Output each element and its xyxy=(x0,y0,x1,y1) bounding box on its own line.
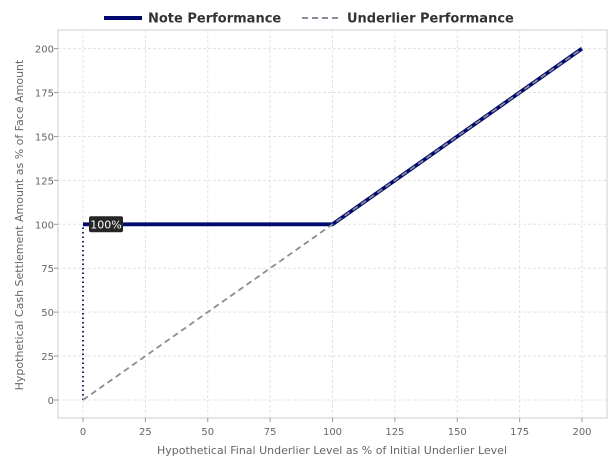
annotation-box xyxy=(89,216,123,233)
x-tick-label: 200 xyxy=(572,427,591,438)
y-tick-label: 100 xyxy=(35,220,54,231)
y-tick-label: 125 xyxy=(35,176,54,187)
x-axis-title: Hypothetical Final Underlier Level as % … xyxy=(157,444,507,457)
x-axis-ticks: 0 25 50 75 100 125 150 175 200 xyxy=(80,418,592,438)
x-tick-label: 150 xyxy=(448,427,467,438)
y-axis-ticks: 0 25 50 75 100 125 150 175 200 xyxy=(35,45,58,407)
grid-lines xyxy=(58,30,607,418)
y-tick-label: 75 xyxy=(41,264,54,275)
y-tick-label: 200 xyxy=(35,45,54,56)
x-tick-label: 175 xyxy=(510,427,529,438)
x-tick-label: 75 xyxy=(264,427,277,438)
x-tick-label: 100 xyxy=(323,427,342,438)
legend-label-underlier-performance: Underlier Performance xyxy=(347,12,514,27)
legend: Note Performance Underlier Performance xyxy=(104,12,514,27)
annotation-label: 100% xyxy=(90,218,121,231)
annotation-layer: 100% xyxy=(89,216,123,233)
y-tick-label: 50 xyxy=(41,308,54,319)
legend-label-note-performance: Note Performance xyxy=(148,12,281,27)
y-tick-label: 25 xyxy=(41,352,54,363)
y-tick-label: 150 xyxy=(35,132,54,143)
y-tick-label: 175 xyxy=(35,89,54,100)
x-tick-label: 125 xyxy=(385,427,404,438)
x-tick-label: 50 xyxy=(201,427,214,438)
y-axis-title: Hypothetical Cash Settlement Amount as %… xyxy=(13,59,26,390)
x-tick-label: 0 xyxy=(80,427,86,438)
series-line-underlier-performance xyxy=(82,47,583,401)
x-tick-label: 25 xyxy=(139,427,152,438)
series-layer xyxy=(82,47,584,401)
y-tick-label: 0 xyxy=(48,396,54,407)
